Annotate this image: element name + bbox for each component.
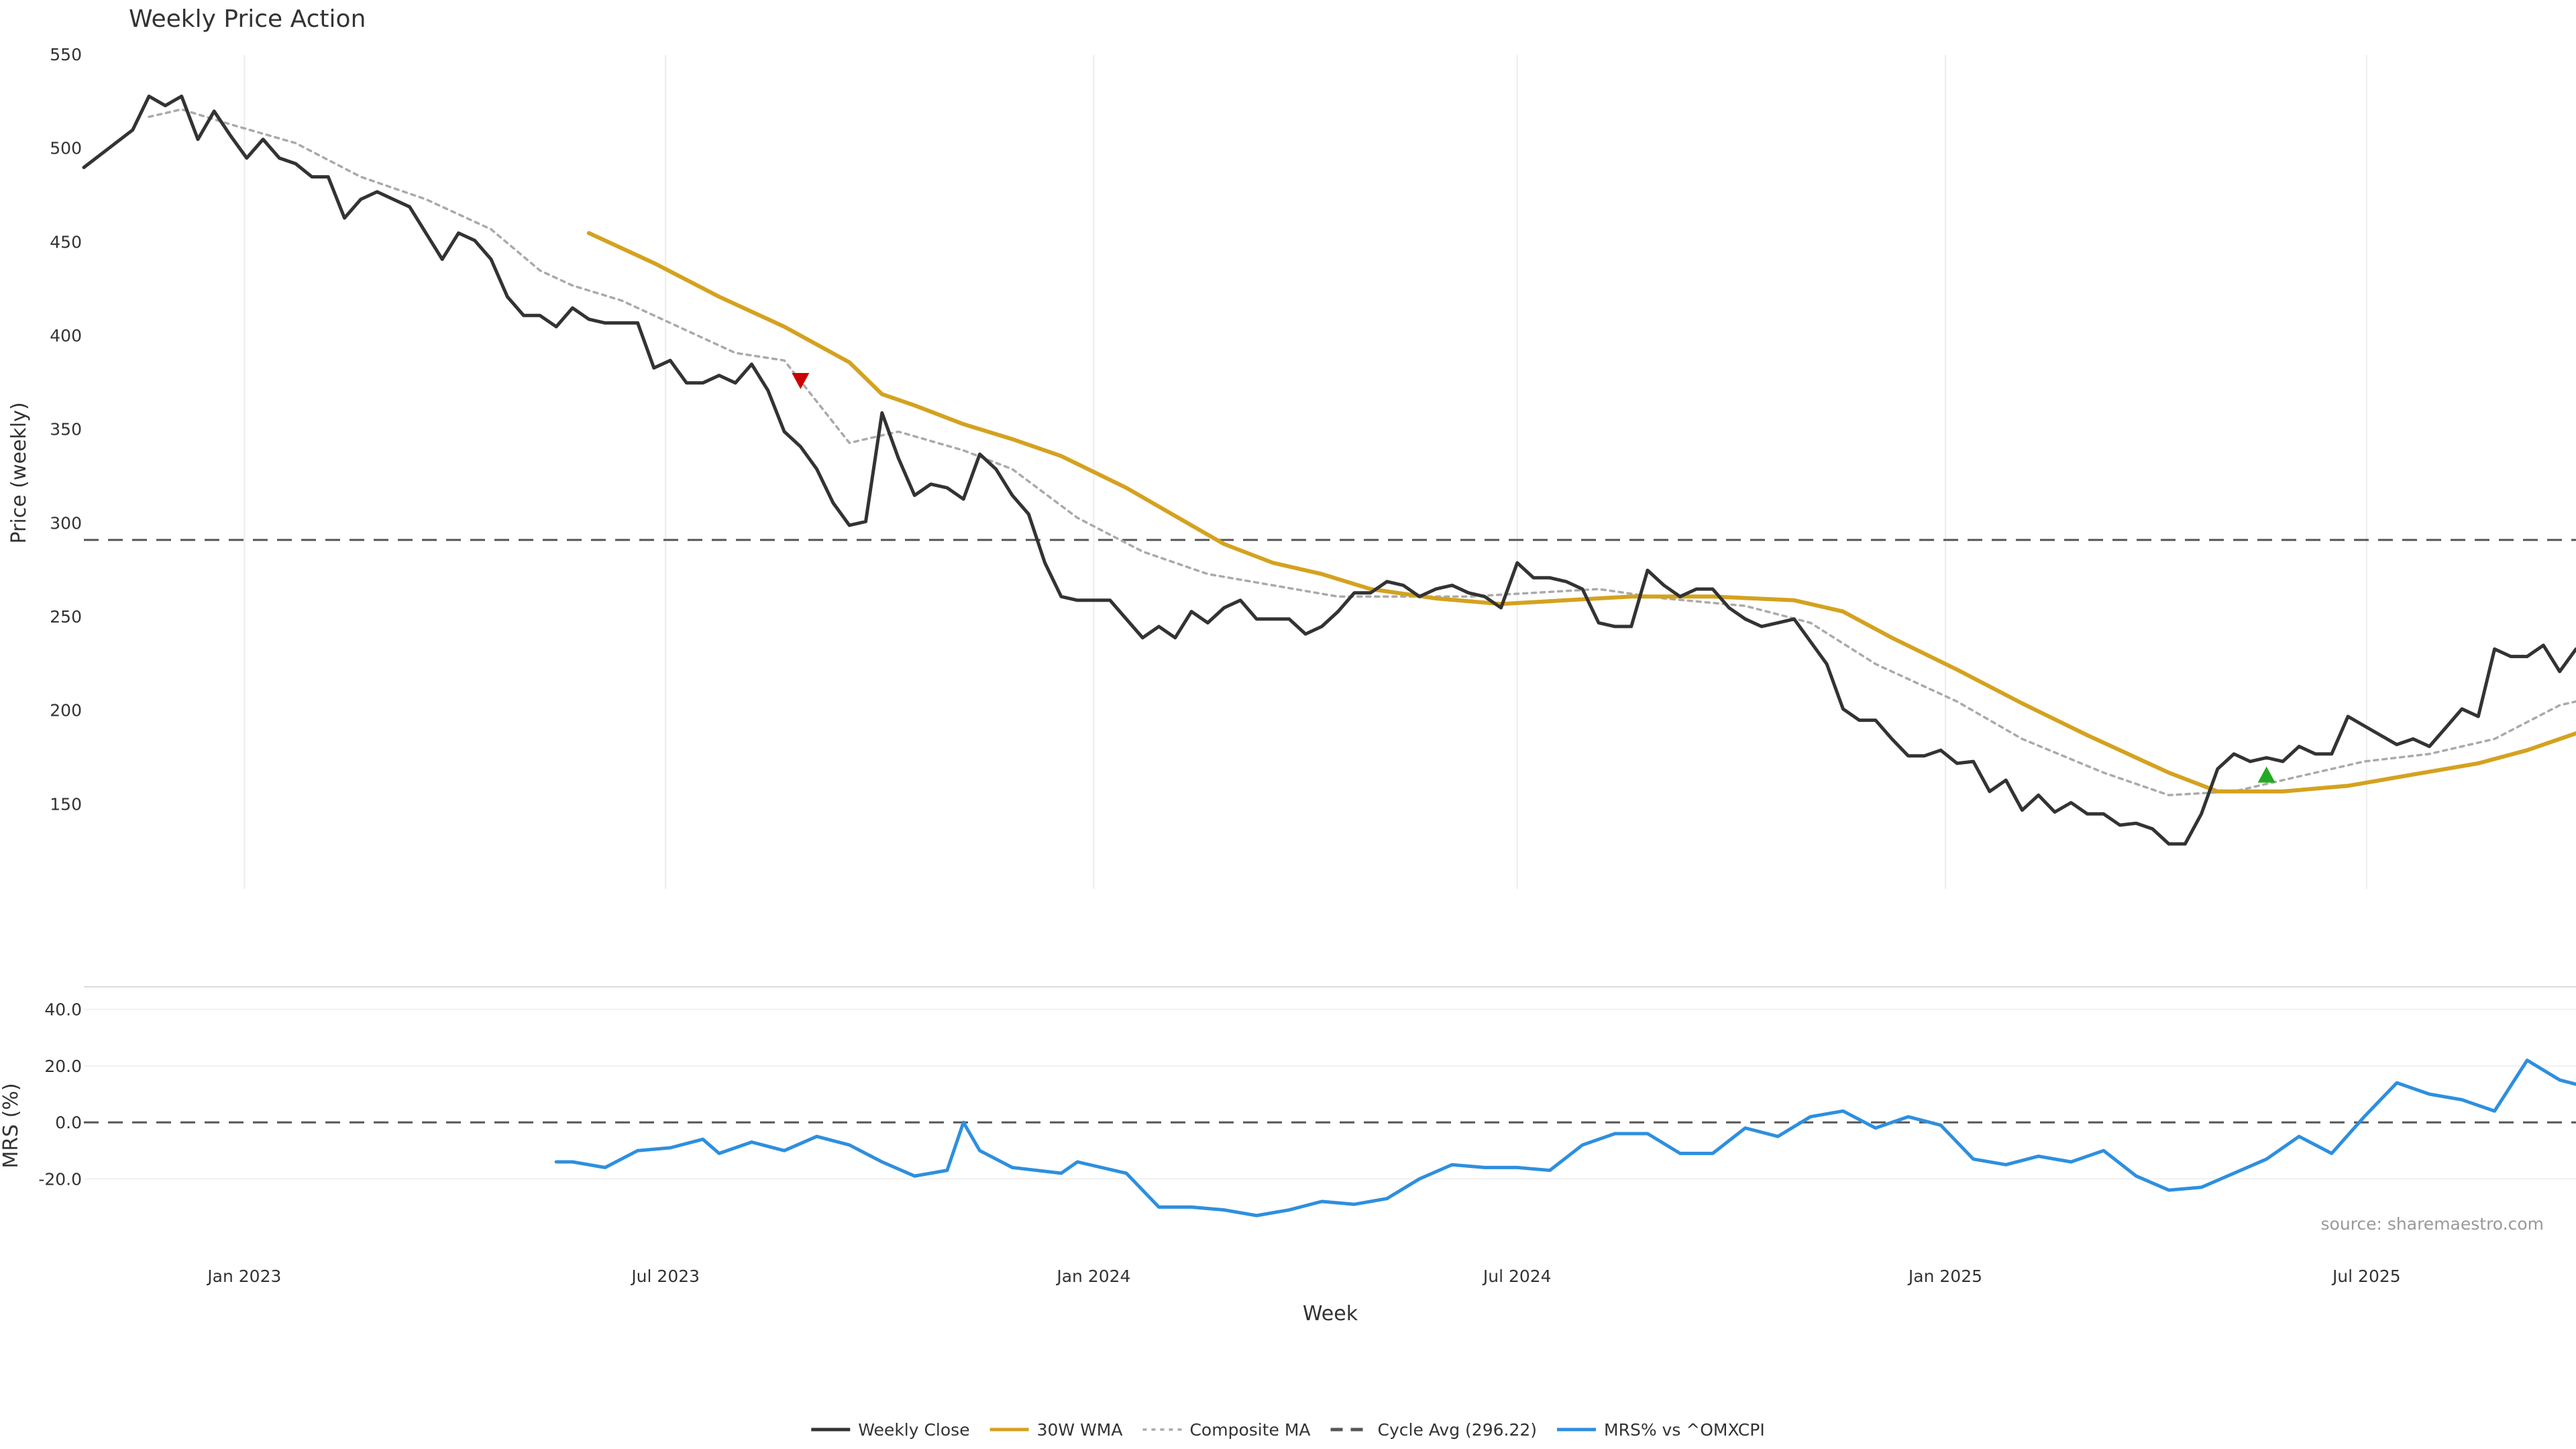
price-y-axis-label: Price (weekly) [7,402,31,543]
x-axis-ticks: Jan 2023 Jul 2023 Jan 2024 Jul 2024 Jan 2025… [206,1267,2400,1286]
legend-label-composite-ma: Composite MA [1189,1420,1310,1440]
x-tick-label: Jul 2023 [630,1267,700,1286]
legend-label-30w-wma: 30W WMA [1037,1420,1123,1440]
price-vertical-grid [244,55,2367,889]
mrs-y-tick-label: -20.0 [38,1169,82,1189]
mrs-y-ticks: -20.0 0.0 20.0 40.0 [38,1000,2576,1189]
series-30w-wma [586,231,2576,794]
source-note: source: sharemaestro.com [2321,1214,2544,1234]
series-composite-ma [148,108,2576,797]
price-y-tick-label: 300 [50,513,82,533]
x-tick-label: Jul 2024 [1482,1267,1552,1286]
price-y-tick-label: 550 [50,45,82,64]
series-weekly-close [82,95,2576,846]
mrs-series [554,1059,2576,1218]
price-y-tick-label: 400 [50,326,82,345]
legend-label-weekly-close: Weekly Close [858,1420,969,1440]
price-panel: 150 200 250 300 350 400 450 500 550 [50,45,2576,889]
x-tick-label: Jan 2023 [206,1267,281,1286]
price-y-tick-label: 250 [50,607,82,627]
x-tick-label: Jul 2025 [2331,1267,2401,1286]
price-y-ticks: 150 200 250 300 350 400 450 500 550 [50,45,82,814]
sell-signal-marker [792,373,810,390]
buy-signal-marker [2257,766,2275,783]
price-y-tick-label: 450 [50,232,82,252]
legend-label-mrs-vs-omxcpi: MRS% vs ^OMXCPI [1604,1420,1765,1440]
price-y-tick-label: 350 [50,420,82,439]
mrs-y-tick-label: 0.0 [55,1113,82,1132]
x-tick-label: Jan 2025 [1907,1267,1982,1286]
x-axis-label: Week [1303,1302,1358,1326]
price-y-tick-label: 150 [50,794,82,814]
mrs-y-tick-label: 40.0 [44,1000,82,1020]
price-y-tick-label: 200 [50,701,82,720]
mrs-y-axis-label: MRS (%) [0,1083,23,1168]
price-y-tick-label: 500 [50,139,82,158]
mrs-panel: -20.0 0.0 20.0 40.0 [38,986,2576,1218]
series-mrs-vs-omxcpi [554,1059,2576,1218]
legend-label-cycle-avg-296-22: Cycle Avg (296.22) [1378,1420,1538,1440]
x-tick-label: Jan 2024 [1055,1267,1130,1286]
legend: Weekly Close 30W WMA Composite MA Cycle Avg… [811,1420,1765,1440]
price-series [82,95,2576,846]
price-signals [792,373,2275,783]
chart-title: Weekly Price Action [129,5,366,33]
mrs-y-tick-label: 20.0 [44,1057,82,1076]
